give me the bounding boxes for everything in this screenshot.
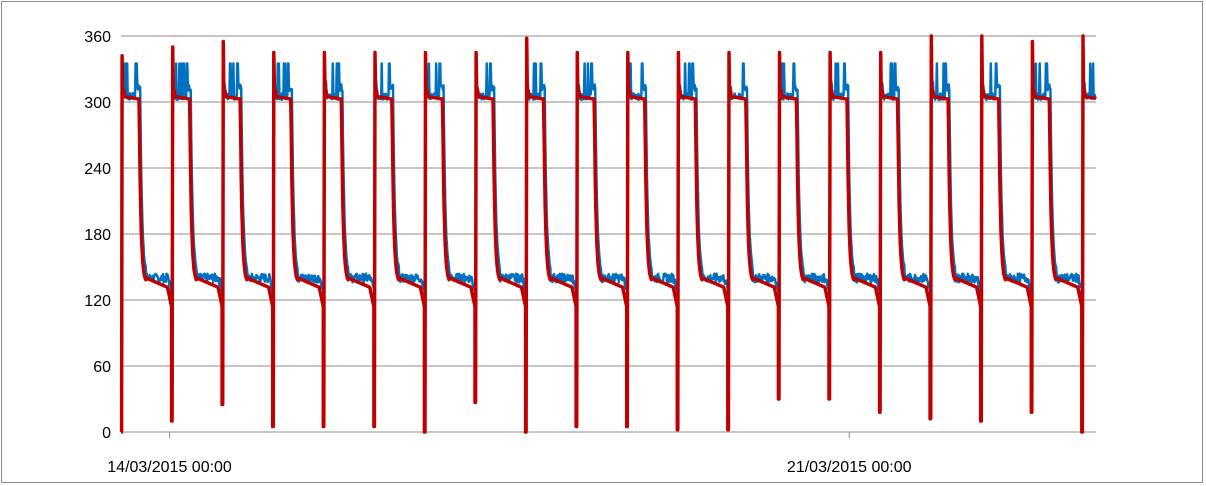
y-axis-tick-labels: 0 60 120 180 240 300 360 bbox=[84, 29, 111, 442]
y-tick-label: 60 bbox=[93, 359, 111, 376]
series-line-red bbox=[119, 34, 1098, 434]
y-tick-label: 300 bbox=[84, 95, 111, 112]
y-tick-label: 120 bbox=[84, 293, 111, 310]
y-tick-label: 180 bbox=[84, 227, 111, 244]
x-tick-label: 21/03/2015 00:00 bbox=[787, 459, 912, 476]
y-tick-label: 240 bbox=[84, 161, 111, 178]
x-tick-label: 14/03/2015 00:00 bbox=[107, 459, 232, 476]
series-lines bbox=[119, 34, 1098, 434]
axes bbox=[121, 431, 1096, 438]
y-tick-label: 0 bbox=[102, 425, 111, 442]
x-axis-tick-labels: 14/03/2015 00:00 21/03/2015 00:00 bbox=[107, 459, 911, 476]
gridlines bbox=[121, 35, 1096, 367]
y-tick-label: 360 bbox=[84, 29, 111, 46]
